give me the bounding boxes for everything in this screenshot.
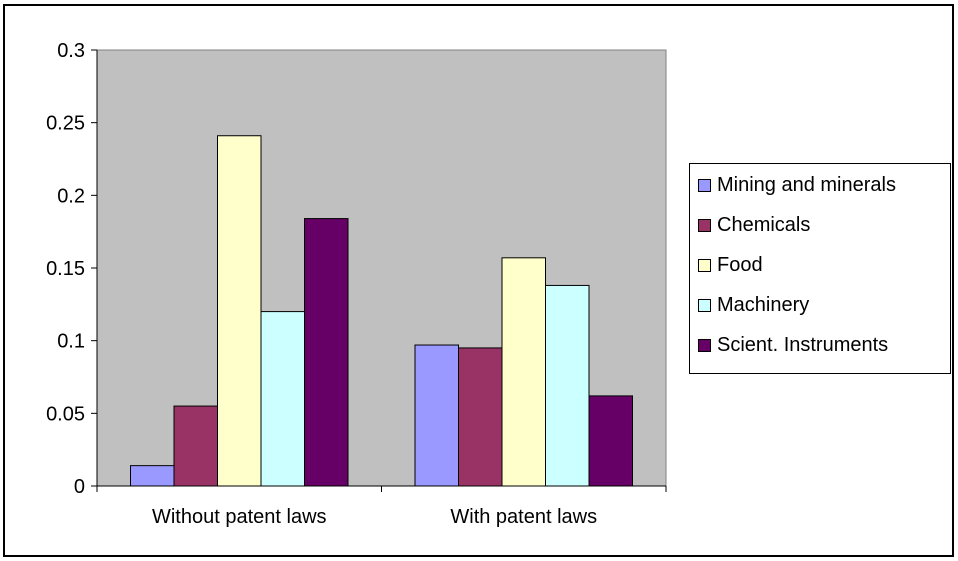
y-tick-label: 0.25 [46, 113, 85, 135]
bar-0-0 [130, 465, 175, 487]
legend-item: Chemicals [698, 210, 810, 240]
legend-item: Food [698, 250, 763, 280]
legend-label: Machinery [717, 293, 810, 316]
y-tick-label: 0.2 [57, 185, 85, 207]
bar-2-0 [217, 135, 262, 487]
legend-label: Scient. Instruments [717, 333, 889, 356]
bar-4-1 [588, 395, 633, 487]
legend-swatch [698, 298, 711, 312]
legend-label: Mining and minerals [717, 173, 896, 196]
y-tick-label: 0.3 [57, 40, 85, 62]
legend-label: Food [717, 253, 763, 276]
legend-swatch [698, 338, 711, 352]
legend-label: Chemicals [717, 213, 811, 236]
legend: Mining and minerals Chemicals Food Machiner… [689, 163, 951, 374]
legend-swatch [698, 218, 711, 232]
bar-4-0 [304, 218, 349, 487]
y-tick-label: 0.15 [46, 258, 85, 280]
y-tick-label: 0 [74, 476, 85, 498]
legend-item: Scient. Instruments [698, 330, 888, 360]
legend-item: Machinery [698, 290, 809, 320]
bar-3-1 [545, 284, 590, 487]
bar-1-0 [173, 405, 218, 487]
legend-item: Mining and minerals [698, 170, 896, 200]
bar-2-1 [501, 257, 546, 487]
x-tick-label: With patent laws [450, 506, 597, 528]
legend-swatch [698, 178, 711, 192]
y-tick-label: 0.1 [57, 331, 85, 353]
legend-swatch [698, 258, 711, 272]
bar-0-1 [414, 344, 459, 487]
x-tick-label: Without patent laws [152, 506, 327, 528]
y-tick-label: 0.05 [46, 403, 85, 425]
bar-1-1 [458, 347, 503, 487]
bar-3-0 [260, 311, 305, 487]
